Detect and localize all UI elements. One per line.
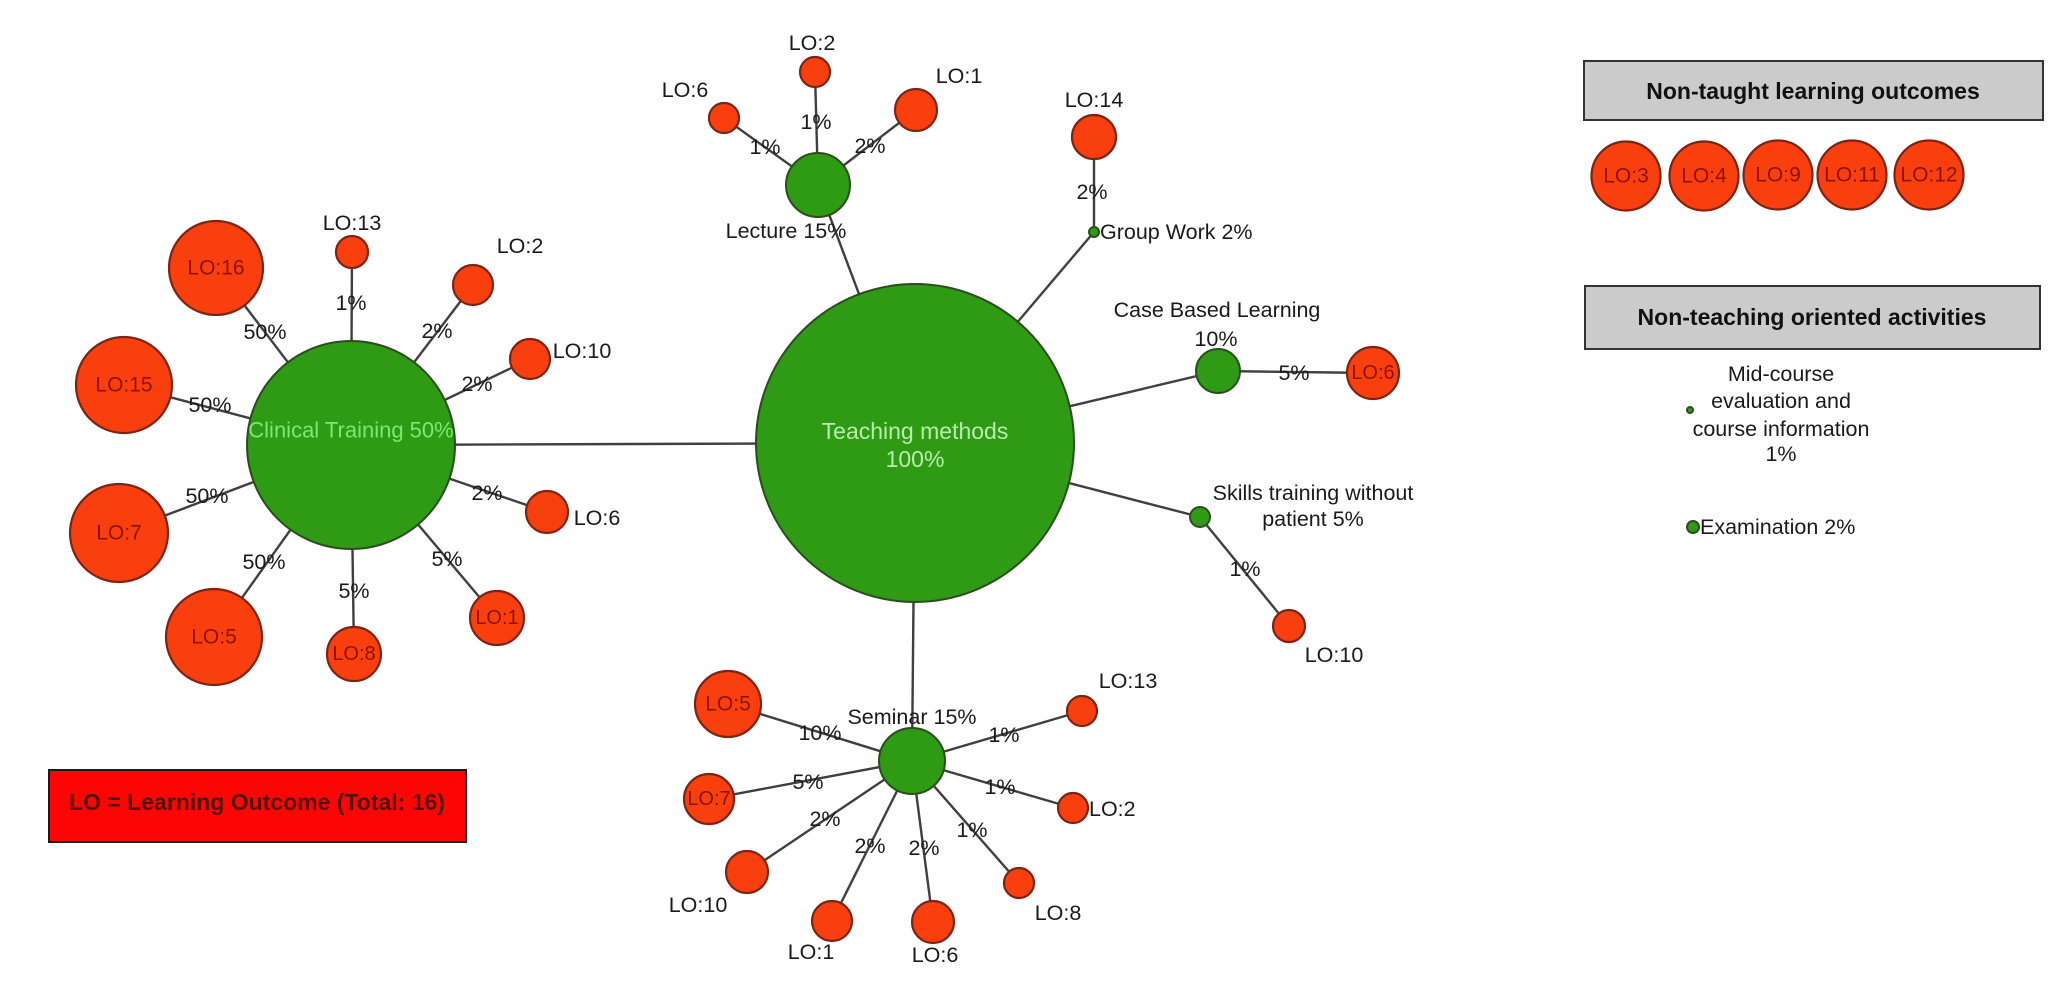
svg-text:2%: 2% <box>421 319 452 343</box>
svg-text:LO:4: LO:4 <box>1681 165 1727 188</box>
svg-text:LO:7: LO:7 <box>687 788 730 810</box>
svg-text:5%: 5% <box>431 547 462 571</box>
svg-text:1%: 1% <box>1229 557 1260 581</box>
svg-text:LO:7: LO:7 <box>96 522 142 545</box>
svg-text:LO:2: LO:2 <box>497 234 544 258</box>
svg-text:5%: 5% <box>792 770 823 794</box>
svg-text:LO:16: LO:16 <box>187 257 244 280</box>
svg-text:1%: 1% <box>984 775 1015 799</box>
svg-text:patient 5%: patient 5% <box>1262 507 1364 531</box>
svg-text:LO:14: LO:14 <box>1065 88 1124 112</box>
svg-text:2%: 2% <box>471 481 502 505</box>
svg-text:LO:8: LO:8 <box>1035 901 1082 925</box>
svg-text:LO:10: LO:10 <box>553 339 612 363</box>
svg-text:50%: 50% <box>185 484 228 508</box>
svg-text:LO = Learning Outcome (Total:: LO = Learning Outcome (Total: 16) <box>69 789 445 815</box>
svg-text:LO:12: LO:12 <box>1900 164 1957 187</box>
svg-text:LO:13: LO:13 <box>323 211 382 235</box>
svg-text:course information: course information <box>1693 417 1870 441</box>
svg-text:LO:1: LO:1 <box>936 64 983 88</box>
svg-text:5%: 5% <box>338 579 369 603</box>
svg-text:LO:5: LO:5 <box>191 626 237 649</box>
svg-text:2%: 2% <box>1076 180 1107 204</box>
svg-text:1%: 1% <box>988 723 1019 747</box>
svg-text:Group Work 2%: Group Work 2% <box>1100 220 1253 244</box>
svg-text:Teaching methods: Teaching methods <box>822 418 1009 444</box>
svg-text:LO:6: LO:6 <box>662 78 709 102</box>
svg-text:LO:8: LO:8 <box>332 643 375 665</box>
svg-text:LO:1: LO:1 <box>788 940 835 964</box>
svg-text:LO:6: LO:6 <box>574 506 621 530</box>
svg-text:LO:15: LO:15 <box>95 374 152 397</box>
svg-text:evaluation and: evaluation and <box>1711 389 1851 413</box>
svg-text:LO:10: LO:10 <box>1305 643 1364 667</box>
svg-text:2%: 2% <box>854 834 885 858</box>
svg-text:Skills training without: Skills training without <box>1213 481 1414 505</box>
svg-text:1%: 1% <box>749 135 780 159</box>
svg-text:Mid-course: Mid-course <box>1728 362 1834 386</box>
svg-text:10%: 10% <box>798 721 841 745</box>
svg-text:LO:10: LO:10 <box>669 893 728 917</box>
svg-text:LO:2: LO:2 <box>1089 797 1136 821</box>
svg-text:2%: 2% <box>809 807 840 831</box>
svg-text:50%: 50% <box>188 393 231 417</box>
svg-text:LO:2: LO:2 <box>789 31 836 55</box>
svg-text:Clinical Training 50%: Clinical Training 50% <box>248 418 453 443</box>
svg-text:LO:13: LO:13 <box>1099 669 1158 693</box>
svg-text:LO:9: LO:9 <box>1755 164 1801 187</box>
svg-text:LO:1: LO:1 <box>475 607 518 629</box>
svg-text:2%: 2% <box>854 134 885 158</box>
svg-text:Lecture 15%: Lecture 15% <box>726 219 847 243</box>
svg-text:LO:6: LO:6 <box>1351 362 1394 384</box>
svg-text:1%: 1% <box>800 110 831 134</box>
svg-text:Seminar 15%: Seminar 15% <box>847 705 976 729</box>
svg-text:10%: 10% <box>1194 327 1237 351</box>
svg-text:Examination 2%: Examination 2% <box>1700 515 1855 539</box>
svg-text:LO:6: LO:6 <box>912 943 959 967</box>
svg-text:LO:11: LO:11 <box>1824 164 1880 187</box>
svg-text:1%: 1% <box>335 291 366 315</box>
svg-text:LO:5: LO:5 <box>705 693 751 716</box>
svg-text:1%: 1% <box>1765 442 1796 466</box>
svg-text:Case Based Learning: Case Based Learning <box>1114 298 1321 322</box>
svg-text:2%: 2% <box>908 836 939 860</box>
svg-text:Non-taught learning outcomes: Non-taught learning outcomes <box>1646 78 1980 104</box>
svg-text:LO:3: LO:3 <box>1603 165 1649 188</box>
svg-text:Non-teaching oriented activiti: Non-teaching oriented activities <box>1638 304 1987 330</box>
svg-text:50%: 50% <box>243 320 286 344</box>
svg-text:1%: 1% <box>956 818 987 842</box>
svg-text:2%: 2% <box>461 372 492 396</box>
svg-text:50%: 50% <box>242 550 285 574</box>
svg-text:100%: 100% <box>886 446 945 472</box>
svg-text:5%: 5% <box>1278 361 1309 385</box>
